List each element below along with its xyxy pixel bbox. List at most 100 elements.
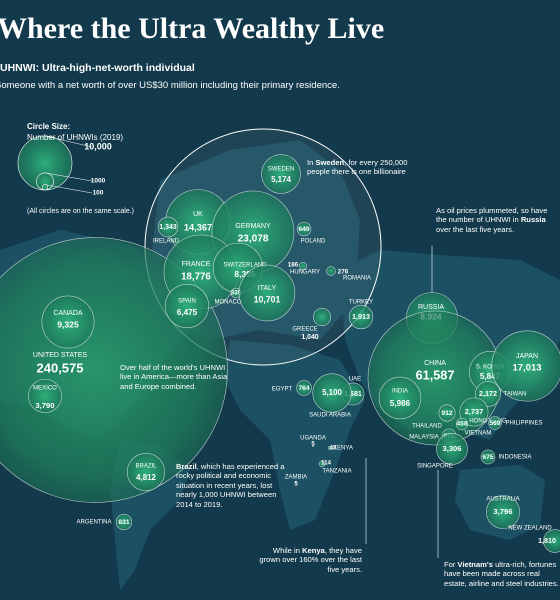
country-name: SWEDEN [268, 167, 294, 173]
annotation-text: Over half of the world's UHNWI live in A… [120, 363, 228, 391]
country-bubble [543, 529, 560, 553]
country-value: 2,737 [465, 407, 484, 416]
country-bubble [157, 216, 179, 238]
annotation-text: Sweden [315, 158, 345, 167]
country-value: 1,810 [538, 537, 556, 545]
country-bubble [28, 379, 62, 413]
title: Where the Ultra Wealthy Live [0, 12, 385, 45]
country-name: GREECE [292, 327, 317, 333]
country-name: THAILAND [412, 424, 442, 430]
country-value: 764 [298, 385, 309, 392]
country-value: 1,913 [352, 313, 370, 321]
country-value: 9,325 [57, 319, 79, 329]
country-name: INDONESIA [498, 455, 531, 461]
legend-label: 10,000 [84, 141, 112, 151]
country-name: ITALY [258, 285, 277, 292]
country-name: S. KOREA [476, 365, 504, 371]
country-bubble [312, 445, 314, 447]
legend-label: 1000 [91, 178, 106, 185]
annotation-text: Kenya [302, 546, 325, 555]
country-name: TURKEY [349, 300, 373, 306]
annotation-text: Russia [520, 215, 546, 225]
country-name: MEXICO [33, 386, 57, 392]
country-bubble [312, 373, 352, 413]
country-name: FRANCE [182, 261, 211, 268]
country-bubble [491, 330, 560, 402]
annotation-text: over the last five years. [436, 224, 515, 234]
annotation-text: While in [272, 546, 303, 555]
country-value: 569 [489, 420, 500, 427]
country-bubble [126, 452, 166, 492]
country-value: 5,100 [322, 388, 342, 397]
country-value: 240,575 [37, 360, 84, 375]
country-name: SAUDI ARABIA [309, 413, 351, 419]
country-name: ROMANIA [343, 276, 371, 282]
annotation: In Sweden, for every 250,000 people ther… [307, 158, 412, 177]
country-bubble [436, 433, 468, 465]
country-value: 5,174 [271, 175, 291, 184]
country-value: 276 [338, 269, 349, 276]
annotation: While in Kenya, they have grown over 160… [256, 546, 362, 574]
country-name: NEW ZEALAND [508, 526, 552, 532]
country-name: HUNGARY [290, 270, 320, 276]
country-value: 6,475 [177, 308, 198, 317]
country-bubble [299, 262, 307, 270]
annotation: Brazil, which has experienced a rocky po… [176, 462, 288, 509]
country-name: TANZANIA [322, 469, 351, 475]
country-bubble [295, 481, 297, 483]
country-bubble [378, 376, 422, 420]
country-name: TAIWAN [504, 392, 527, 398]
annotation-text: Brazil [176, 462, 197, 471]
country-bubble [41, 295, 95, 349]
country-bubble [480, 449, 496, 465]
legend-title: Circle Size: [27, 122, 71, 131]
country-bubble [318, 460, 326, 468]
country-name: ARGENTINA [76, 520, 111, 526]
country-value: 649 [298, 226, 309, 233]
legend-circle [41, 184, 48, 191]
country-name: POLAND [301, 239, 326, 245]
annotation-text: , for every 250,000 people there is one … [307, 158, 408, 177]
country-bubble [327, 445, 333, 451]
country-bubble [326, 266, 336, 276]
country-value: 3,796 [493, 507, 512, 516]
country-value: 5,847 [480, 372, 501, 381]
country-name: AUSTRALIA [486, 497, 519, 503]
country-value: 4,812 [136, 473, 156, 482]
country-bubble [296, 221, 312, 237]
legend-subtitle: Number of UHNWIs (2019) [27, 133, 124, 142]
country-value: 10,701 [254, 294, 281, 304]
country-name: ZAMBIA [285, 475, 307, 481]
country-name: KENYA [333, 446, 353, 452]
country-value: 5 [311, 442, 315, 448]
country-name: EGYPT [272, 387, 293, 393]
country-value: 831 [118, 519, 130, 526]
country-bubble [348, 304, 374, 330]
country-value: 3,790 [35, 401, 54, 410]
country-value: 3,306 [443, 444, 462, 453]
country-value: 114 [321, 460, 332, 467]
annotation: Over half of the world's UHNWI live in A… [120, 363, 230, 391]
legend-leader [44, 135, 93, 148]
term: UHNWI: Ultra-high-net-worth individual [0, 62, 195, 74]
country-value: 2,172 [479, 389, 497, 398]
country-name: VIETNAM [465, 431, 492, 437]
legend-label: 100 [93, 190, 104, 197]
country-value: 14,367 [184, 222, 212, 232]
country-name: MALAYSIA [409, 435, 439, 441]
annotation-text: For [444, 560, 458, 569]
country-name: MONACO [215, 300, 242, 306]
country-bubble [486, 495, 520, 529]
annotation: For Vietnam's ultra-rich, fortunes have … [444, 560, 559, 588]
country-bubble [459, 397, 489, 427]
country-value: 675 [482, 454, 493, 461]
annotation-text: Vietnam's [457, 560, 493, 569]
country-value: 458 [457, 421, 468, 428]
country-name: UK [193, 211, 203, 218]
annotation-text: As oil prices plummeted, so have the num… [436, 206, 548, 225]
country-name: CANADA [53, 310, 83, 317]
country-bubble [455, 417, 469, 431]
country-value: 912 [441, 410, 453, 417]
